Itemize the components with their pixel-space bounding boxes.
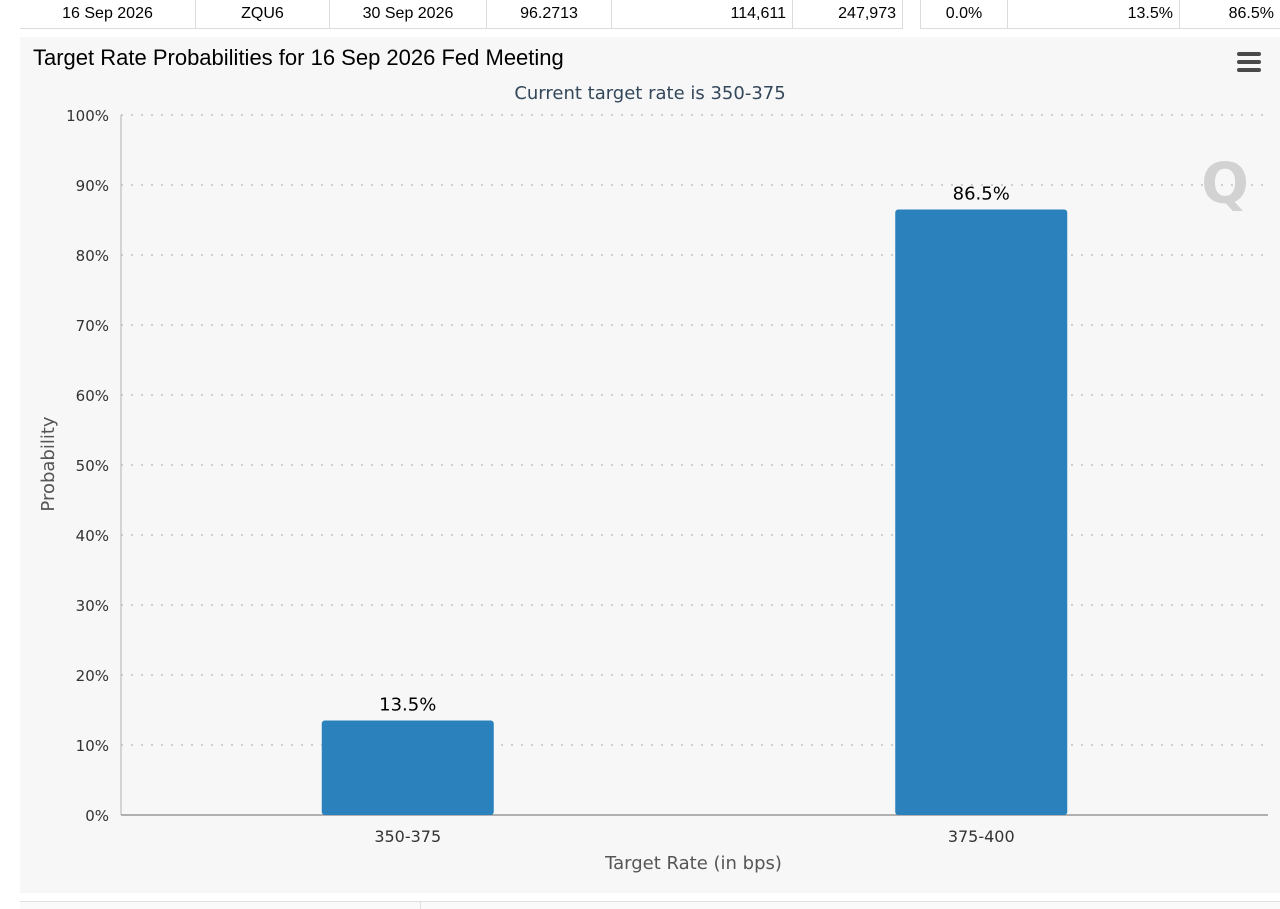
y-tick-label: 100%	[66, 107, 109, 125]
prob-no-change-cell: 13.5%	[1008, 0, 1180, 29]
x-tick-label: 350-375	[374, 827, 441, 846]
contract-cell: ZQU6	[196, 0, 330, 29]
y-tick-label: 70%	[76, 317, 109, 335]
bottom-table-edge	[20, 901, 1280, 909]
data-label: 86.5%	[953, 184, 1010, 205]
chart-subtitle: Current target rate is 350-375	[514, 83, 785, 104]
mid-price-cell: 96.2713	[487, 0, 612, 29]
watermark-logo-icon: Q	[1201, 152, 1249, 217]
futures-table-row: 16 Sep 2026 ZQU6 30 Sep 2026 96.2713 114…	[0, 0, 1280, 30]
y-axis-title: Probability	[38, 416, 59, 511]
bar-350-375	[321, 720, 494, 815]
prob-ease-cell: 0.0%	[920, 0, 1008, 29]
hamburger-menu-icon[interactable]	[1237, 52, 1263, 74]
y-tick-label: 60%	[76, 387, 109, 405]
expires-cell: 30 Sep 2026	[330, 0, 487, 29]
prior-volume-cell: 114,611	[612, 0, 793, 29]
x-axis-title: Target Rate (in bps)	[604, 853, 782, 874]
prior-oi-cell: 247,973	[793, 0, 903, 29]
y-tick-label: 10%	[76, 737, 109, 755]
meeting-date-cell: 16 Sep 2026	[20, 0, 196, 29]
y-tick-label: 0%	[85, 807, 109, 825]
probability-bar-chart: Current target rate is 350-375 Q 0% 10% 20% 3…	[38, 83, 1268, 874]
y-tick-label: 80%	[76, 247, 109, 265]
prob-hike-cell: 86.5%	[1180, 0, 1280, 29]
y-tick-label: 30%	[76, 597, 109, 615]
chart-title: Target Rate Probabilities for 16 Sep 202…	[33, 45, 564, 70]
data-label: 13.5%	[379, 695, 436, 716]
y-tick-label: 50%	[76, 457, 109, 475]
x-tick-label: 375-400	[948, 827, 1015, 846]
y-tick-label: 20%	[76, 667, 109, 685]
y-tick-label: 40%	[76, 527, 109, 545]
chart-panel: Current target rate is 350-375 Q 0% 10% 20% 3…	[20, 37, 1280, 893]
y-tick-label: 90%	[76, 177, 109, 195]
bar-375-400	[895, 209, 1068, 815]
